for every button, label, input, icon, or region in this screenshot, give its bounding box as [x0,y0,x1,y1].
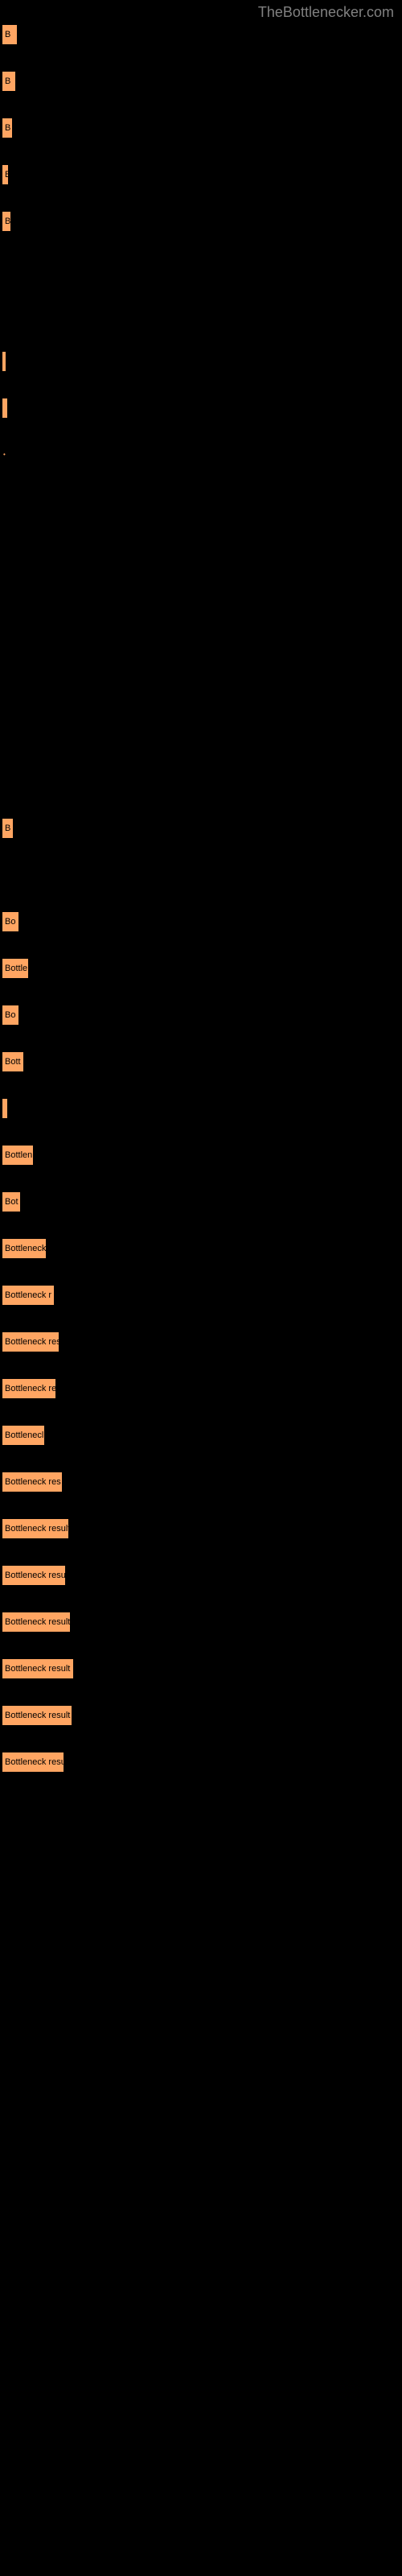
chart-bar: Bottleneck result i [2,1705,72,1726]
chart-bar: Bottleneck result [2,1612,71,1633]
bar-row: Bottleneck r [2,1285,402,1306]
bar-chart: B B B B B • B Bo Bottle Bo Bott Bottlen Bot Bottlenec… [0,0,402,1773]
chart-bar: B [2,211,11,232]
chart-bar: Bo [2,1005,19,1026]
bar-row [2,304,402,325]
bar-row: Bottleneck result [2,1518,402,1539]
chart-bar: Bo [2,911,19,932]
bar-row: Bottlenecl [2,1425,402,1446]
bar-row: Bottlen [2,1145,402,1166]
chart-bar: B [2,118,13,138]
bar-row: Bott [2,1051,402,1072]
bar-row: B [2,818,402,839]
bar-row: Bottleneck res [2,1472,402,1492]
chart-bar: Bottlen [2,1145,34,1166]
chart-bar: B [2,71,16,92]
chart-bar: Bottleneck re [2,1378,56,1399]
bar-row: Bot [2,1191,402,1212]
bar-row: Bottleneck resu [2,1565,402,1586]
bar-row: Bo [2,911,402,932]
bar-row: Bottleneck result i [2,1658,402,1679]
chart-bar: Bottle [2,958,29,979]
chart-bar [2,398,8,419]
bar-row: Bo [2,1005,402,1026]
chart-bar: Bottlenecl [2,1425,45,1446]
bar-row: B [2,24,402,45]
bar-row: B [2,71,402,92]
chart-bar: B [2,818,14,839]
bar-row [2,1098,402,1119]
bar-row [2,258,402,279]
bar-row: B [2,164,402,185]
bar-row [2,865,402,886]
chart-bar: Bottleneck resu [2,1752,64,1773]
bar-row: • [2,444,402,465]
bar-row: Bottle [2,958,402,979]
bar-row: Bottleneck result i [2,1705,402,1726]
chart-bar: B [2,164,9,185]
chart-bar [2,1098,8,1119]
chart-bar: Bottleneck r [2,1285,55,1306]
watermark-text: TheBottlenecker.com [258,4,394,21]
bar-row [2,724,402,745]
bar-row [2,584,402,605]
bar-row [2,538,402,559]
dot-marker: • [3,451,6,458]
bar-row: B [2,211,402,232]
chart-bar: Bott [2,1051,24,1072]
chart-bar: Bottleneck resu [2,1565,66,1586]
bar-row [2,398,402,419]
chart-bar [2,351,6,372]
chart-bar: Bottleneck result i [2,1658,74,1679]
bar-row: Bottleneck res [2,1331,402,1352]
bar-row: Bottleneck [2,1238,402,1259]
bar-row: Bottleneck resu [2,1752,402,1773]
bar-row [2,771,402,792]
bar-row [2,631,402,652]
chart-bar: Bot [2,1191,21,1212]
bar-row [2,491,402,512]
bar-row: B [2,118,402,138]
bar-row [2,678,402,699]
bar-row: Bottleneck result [2,1612,402,1633]
chart-bar: Bottleneck res [2,1472,63,1492]
bar-row [2,351,402,372]
chart-bar: B [2,24,18,45]
chart-bar: Bottleneck [2,1238,47,1259]
bar-row: Bottleneck re [2,1378,402,1399]
chart-bar: Bottleneck res [2,1331,59,1352]
chart-bar: Bottleneck result [2,1518,69,1539]
